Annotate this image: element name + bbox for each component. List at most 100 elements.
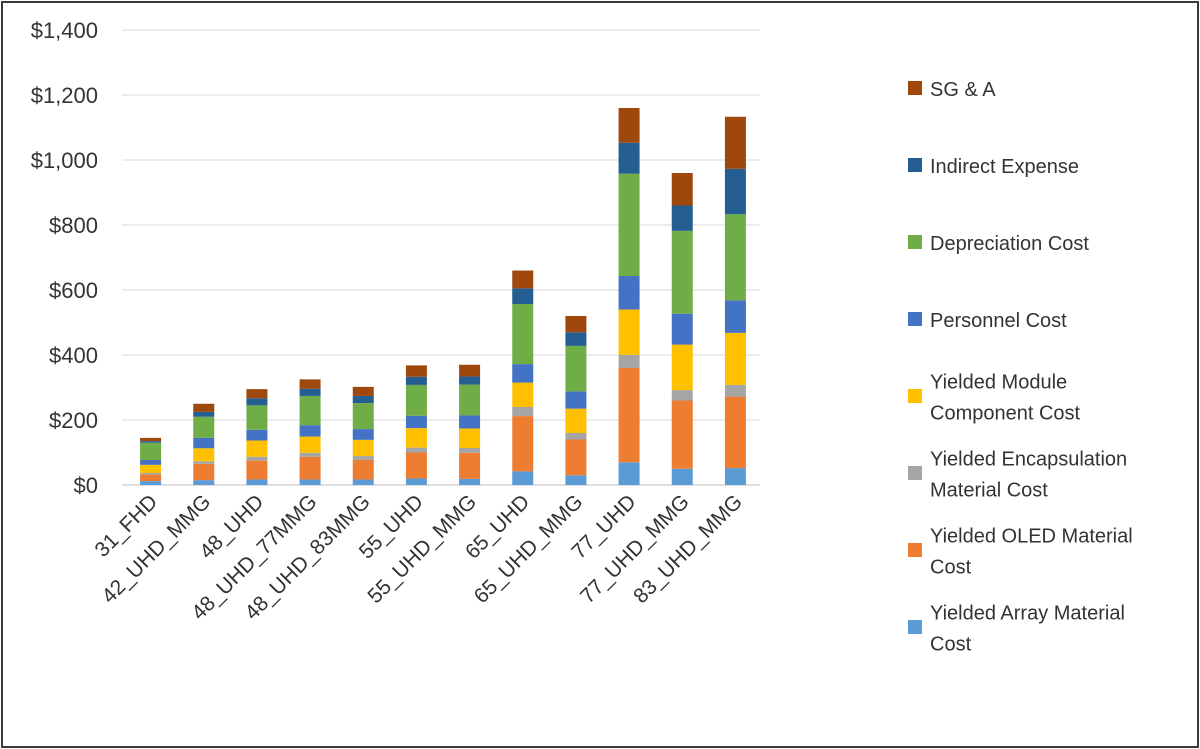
bar-segment	[352, 479, 374, 485]
bar-stack-55_uhd_mmg	[459, 364, 481, 485]
bar-segment	[724, 214, 746, 301]
bar-segment	[459, 478, 481, 485]
legend-swatch	[908, 620, 922, 634]
bar-segment	[299, 456, 321, 480]
bar-segment	[193, 403, 215, 412]
legend-label: Yielded Module	[930, 372, 1067, 394]
bar-segment	[140, 441, 162, 443]
bar-segment	[246, 440, 268, 457]
legend-swatch	[908, 466, 922, 480]
legend-label: Yielded Encapsulation	[930, 449, 1127, 471]
bar-segment	[299, 436, 321, 453]
bar-segment	[193, 411, 215, 417]
bar-segment	[140, 459, 162, 465]
bar-segment	[459, 447, 481, 453]
bar-segment	[140, 481, 162, 485]
legend-item: SG & A	[908, 79, 996, 101]
y-axis-tick-labels: $0 $200 $400 $600 $800 $1,000 $1,200 $1,400	[31, 18, 98, 498]
y-tick-label: $800	[49, 213, 98, 238]
bar-segment	[724, 396, 746, 469]
bar-segment	[565, 316, 587, 333]
bar-segment	[193, 463, 215, 481]
bar-segment	[246, 456, 268, 461]
legend-swatch	[908, 235, 922, 249]
bar-stack-77_uhd_mmg	[671, 173, 693, 485]
bar-segment	[193, 461, 215, 464]
bar-segment	[724, 384, 746, 397]
bar-stack-65_uhd_mmg	[565, 316, 587, 485]
y-tick-label: $0	[74, 473, 98, 498]
bar-segment	[565, 475, 587, 485]
bar-segment	[565, 408, 587, 433]
bar-segment	[512, 407, 534, 417]
bar-segment	[724, 468, 746, 485]
bar-segment	[405, 428, 427, 448]
bar-segment	[405, 447, 427, 453]
bar-segment	[352, 456, 374, 460]
bar-segment	[352, 459, 374, 480]
legend-swatch	[908, 81, 922, 95]
legend-item: Yielded Array Material Cost	[908, 603, 1125, 656]
bar-segment	[671, 468, 693, 485]
bar-stack-77_uhd	[618, 108, 640, 485]
bar-segment	[618, 368, 640, 463]
bar-segment	[352, 403, 374, 430]
bar-segment	[405, 384, 427, 416]
bar-segment	[299, 388, 321, 396]
bar-segment	[512, 382, 534, 407]
bar-stack-55_uhd	[405, 365, 427, 485]
bar-segment	[140, 442, 162, 460]
bar-segment	[140, 464, 162, 473]
legend-swatch	[908, 312, 922, 326]
legend-label: Yielded Array Material	[930, 603, 1125, 625]
bar-segment	[405, 478, 427, 485]
bar-segment	[405, 452, 427, 479]
legend-label: Personnel Cost	[930, 310, 1067, 332]
bar-stack-48_uhd	[246, 389, 268, 485]
legend-item: Yielded Module Component Cost	[908, 372, 1081, 425]
bar-segment	[512, 364, 534, 383]
bar-segment	[671, 400, 693, 469]
bar-segment	[565, 433, 587, 440]
y-tick-label: $200	[49, 408, 98, 433]
bar-segment	[618, 355, 640, 368]
legend-swatch	[908, 543, 922, 557]
bar-segment	[459, 364, 481, 377]
legend-label: Material Cost	[930, 480, 1048, 502]
bar-segment	[352, 429, 374, 440]
legend-swatch	[908, 389, 922, 403]
bar-segment	[459, 384, 481, 416]
bar-segment	[246, 398, 268, 406]
bar-segment	[512, 471, 534, 485]
bar-segment	[405, 415, 427, 429]
bar-segment	[671, 344, 693, 391]
bar-segment	[618, 173, 640, 277]
bar-segment	[140, 437, 162, 442]
bar-segment	[618, 276, 640, 310]
bar-stack-48_uhd_83mmg	[352, 386, 374, 485]
bar-segment	[193, 437, 215, 449]
bar-segment	[724, 116, 746, 169]
bar-segment	[671, 390, 693, 401]
bar-segment	[618, 108, 640, 143]
bar-segment	[352, 395, 374, 404]
bar-segment	[193, 480, 215, 485]
legend-label: Indirect Expense	[930, 156, 1079, 178]
bar-segment	[405, 365, 427, 377]
bar-segment	[459, 376, 481, 385]
bar-segment	[246, 429, 268, 441]
bar-segment	[299, 395, 321, 426]
y-tick-label: $400	[49, 343, 98, 368]
bar-stack-42_uhd_mmg	[193, 403, 215, 485]
bar-segment	[671, 313, 693, 345]
bar-segment	[618, 309, 640, 355]
bar-segment	[299, 379, 321, 389]
legend-item: Personnel Cost	[908, 310, 1067, 332]
x-axis-tick-labels: 31_FHD42_UHD_MMG48_UHD48_UHD_77MMG48_UHD…	[91, 490, 747, 624]
legend-swatch	[908, 158, 922, 172]
bar-segment	[512, 288, 534, 304]
bar-segment	[671, 205, 693, 231]
legend-label: SG & A	[930, 79, 996, 101]
